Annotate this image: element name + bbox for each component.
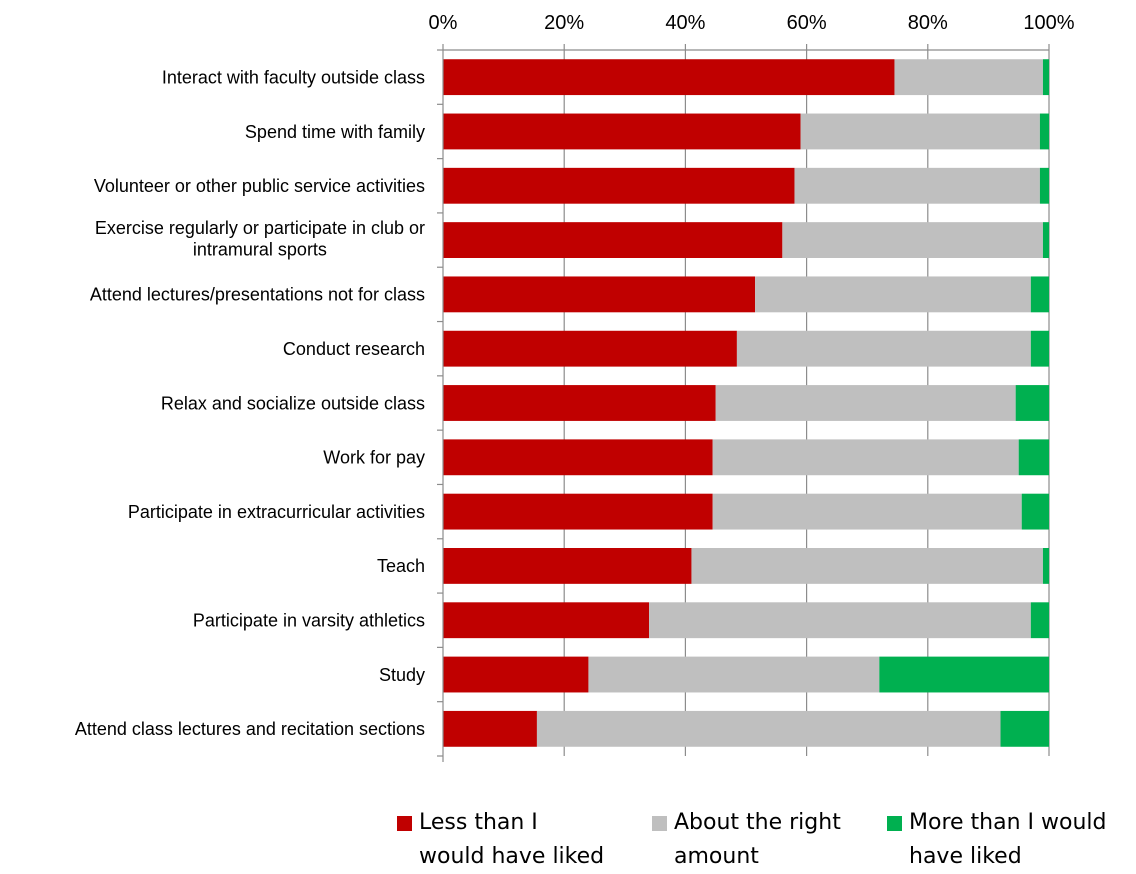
bar-segment-more: [1021, 493, 1049, 530]
bar-segment-more: [1042, 59, 1049, 96]
category-label: Conduct research: [283, 339, 425, 359]
bar-segment-less: [443, 710, 537, 747]
legend-item-right-amount: About the right amount: [652, 806, 887, 874]
x-tick-label: 40%: [665, 12, 705, 34]
legend-label-more: More than I would have liked: [909, 810, 1107, 869]
bar-segment-more: [1018, 439, 1049, 476]
bar-segment-less: [443, 222, 783, 258]
category-label: Interact with faculty outside class: [162, 67, 425, 87]
bar-segment-less: [443, 548, 692, 584]
legend-item-more: More than I would have liked: [887, 806, 1136, 874]
bar-segment-less: [443, 656, 589, 693]
x-tick-label: 20%: [544, 12, 584, 34]
bar-segment-less: [443, 113, 801, 150]
bar-segment-more: [1000, 710, 1049, 747]
stacked-bar-chart: 0% 20% 40% 60% 80% 100% Interact with faculty…: [75, 12, 1075, 762]
category-label: Study: [379, 665, 425, 685]
legend-swatch-more: [887, 816, 902, 831]
bar-segment-right-amount: [894, 59, 1043, 96]
bar-segment-right-amount: [712, 493, 1022, 530]
bar-segment-more: [879, 656, 1049, 693]
bar-segment-more: [1015, 385, 1049, 421]
category-label: Relax and socialize outside class: [161, 393, 425, 413]
bar-segment-more: [1039, 113, 1049, 150]
category-labels: Interact with faculty outside class Spend…: [75, 67, 425, 739]
x-tick-label: 100%: [1023, 12, 1074, 34]
category-label: Attend lectures/presentations not for cl…: [90, 285, 425, 305]
bar-segment-right-amount: [782, 222, 1043, 258]
bar-segment-more: [1039, 167, 1049, 204]
bar-segment-right-amount: [588, 656, 880, 693]
category-label: Teach: [377, 556, 425, 576]
bar-segment-less: [443, 330, 737, 367]
bar-segment-right-amount: [800, 113, 1040, 150]
legend: Less than I would have liked About the r…: [397, 806, 1136, 874]
bars: [443, 59, 1049, 747]
bar-segment-more: [1042, 548, 1049, 584]
bar-segment-more: [1030, 330, 1049, 367]
x-tick-label: 0%: [429, 12, 458, 34]
x-tick-label: 80%: [908, 12, 948, 34]
bar-segment-right-amount: [712, 439, 1019, 476]
legend-label-less: Less than I would have liked: [419, 810, 605, 869]
x-tick-label: 60%: [787, 12, 827, 34]
category-label: Attend class lectures and recitation sec…: [75, 719, 425, 739]
category-label: Participate in extracurricular activitie…: [128, 502, 425, 522]
category-label: Volunteer or other public service activi…: [94, 176, 425, 196]
bar-segment-less: [443, 385, 716, 421]
bar-segment-right-amount: [755, 276, 1031, 313]
bar-segment-less: [443, 276, 756, 313]
bar-segment-right-amount: [715, 385, 1016, 421]
bar-segment-right-amount: [649, 602, 1031, 639]
bar-segment-right-amount: [691, 548, 1043, 584]
bar-segment-less: [443, 493, 713, 530]
bar-segment-right-amount: [794, 167, 1040, 204]
bar-segment-less: [443, 59, 895, 96]
legend-item-less: Less than I would have liked: [397, 806, 652, 874]
axes: [437, 44, 1050, 762]
category-label: Participate in varsity athletics: [193, 611, 425, 631]
bar-segment-less: [443, 439, 713, 476]
legend-swatch-less: [397, 816, 412, 831]
bar-segment-more: [1042, 222, 1049, 258]
bar-segment-more: [1030, 276, 1049, 313]
bar-segment-right-amount: [736, 330, 1031, 367]
bar-segment-less: [443, 167, 795, 204]
bar-segment-right-amount: [536, 710, 1001, 747]
category-label: Spend time with family: [245, 122, 425, 142]
category-label: Work for pay: [323, 448, 425, 468]
legend-label-right-amount: About the right amount: [674, 810, 841, 869]
bar-segment-more: [1030, 602, 1049, 639]
bar-segment-less: [443, 602, 650, 639]
category-label: Exercise regularly or participate in clu…: [95, 218, 425, 260]
x-tick-labels: 0% 20% 40% 60% 80% 100%: [429, 12, 1075, 34]
legend-swatch-right-amount: [652, 816, 667, 831]
